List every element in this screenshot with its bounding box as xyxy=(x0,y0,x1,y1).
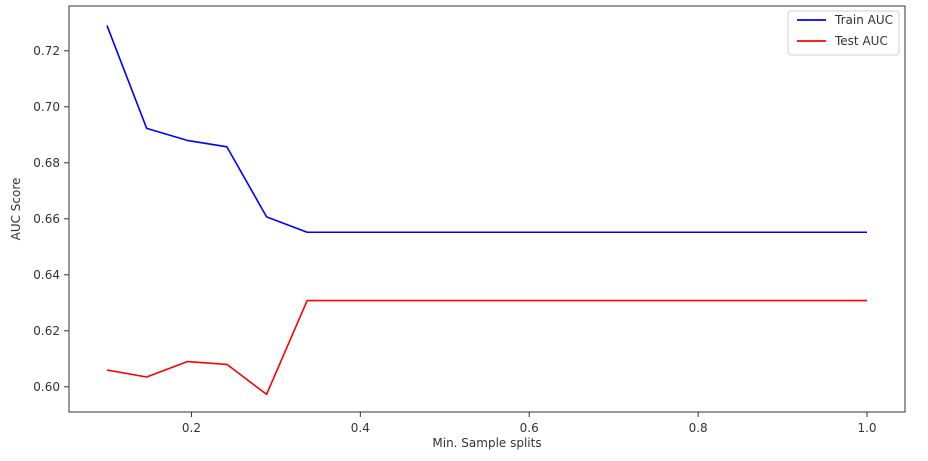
x-tick-label: 0.2 xyxy=(182,421,201,435)
x-tick-label: 0.4 xyxy=(351,421,370,435)
x-axis-label: Min. Sample splits xyxy=(432,436,541,450)
x-axis-ticks: 0.2 0.4 0.6 0.8 1.0 xyxy=(182,412,877,435)
plot-area xyxy=(68,5,906,413)
y-tick-label: 0.66 xyxy=(33,212,60,226)
legend-label-test-auc: Test AUC xyxy=(834,34,888,48)
legend-label-train-auc: Train AUC xyxy=(834,13,893,27)
y-tick-label: 0.70 xyxy=(33,100,60,114)
legend-box xyxy=(787,10,900,56)
y-tick-label: 0.60 xyxy=(33,380,60,394)
x-tick-label: 0.8 xyxy=(689,421,708,435)
x-tick-label: 0.6 xyxy=(520,421,539,435)
y-tick-label: 0.72 xyxy=(33,44,60,58)
legend: Train AUC Test AUC xyxy=(787,10,900,56)
y-tick-label: 0.62 xyxy=(33,324,60,338)
series-line-train-auc xyxy=(106,25,867,234)
x-tick-label: 1.0 xyxy=(857,421,876,435)
y-axis-ticks: 0.60 0.62 0.64 0.66 0.68 0.70 0.72 xyxy=(33,44,69,394)
y-tick-label: 0.64 xyxy=(33,268,60,282)
series-line-test-auc xyxy=(106,299,867,396)
y-axis-label: AUC Score xyxy=(9,178,23,241)
series-layer xyxy=(106,25,867,396)
y-tick-label: 0.68 xyxy=(33,156,60,170)
